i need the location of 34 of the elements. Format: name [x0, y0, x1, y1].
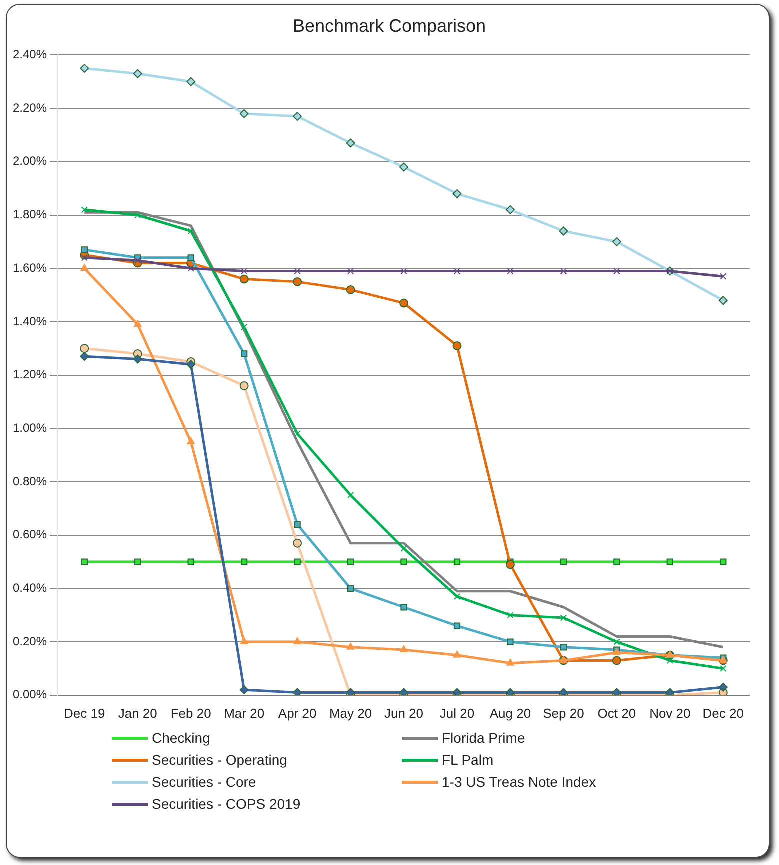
y-tick-label: 0.20% [12, 634, 48, 648]
x-tick-label: Feb 20 [170, 706, 212, 721]
x-tick-label: Dec 20 [702, 706, 744, 721]
x-tick-label: Jun 20 [384, 706, 424, 721]
legend-label: Securities - COPS 2019 [152, 796, 301, 812]
chart-title: Benchmark Comparison [292, 16, 488, 37]
y-tick-label: 1.40% [12, 314, 48, 328]
x-tick-label: Oct 20 [598, 706, 636, 721]
y-tick-label: 0.40% [12, 581, 48, 596]
y-tick-label: 2.00% [12, 154, 48, 168]
y-tick-label: 1.00% [12, 420, 48, 435]
x-tick-label: Mar 20 [224, 706, 265, 721]
legend-label: FL Palm [442, 752, 494, 768]
x-tick-label: Apr 20 [278, 706, 317, 721]
x-tick-label: Sep 20 [543, 706, 584, 721]
y-tick-label: 0.60% [12, 528, 48, 542]
y-tick-label: 0.80% [12, 474, 48, 488]
y-tick-label: 1.80% [12, 208, 48, 222]
legend-label: Securities - Operating [152, 752, 288, 768]
y-tick-label: 0.00% [12, 688, 48, 702]
x-tick-label: Dec 19 [64, 706, 106, 721]
x-tick-label: Aug 20 [490, 706, 532, 721]
x-tick-label: May 20 [329, 706, 372, 721]
y-tick-label: 2.20% [12, 100, 48, 115]
y-tick-label: 2.40% [12, 48, 48, 62]
legend-label: 1-3 US Treas Note Index [442, 774, 596, 790]
y-tick-label: 1.20% [12, 368, 48, 382]
legend-label: Securities - Core [152, 774, 256, 790]
y-tick-label: 1.60% [12, 260, 48, 275]
x-tick-label: Jul 20 [440, 706, 475, 721]
x-tick-label: Jan 20 [118, 706, 158, 721]
x-tick-label: Nov 20 [650, 706, 691, 721]
legend-label: Florida Prime [442, 730, 526, 746]
legend-label: Checking [152, 730, 210, 746]
